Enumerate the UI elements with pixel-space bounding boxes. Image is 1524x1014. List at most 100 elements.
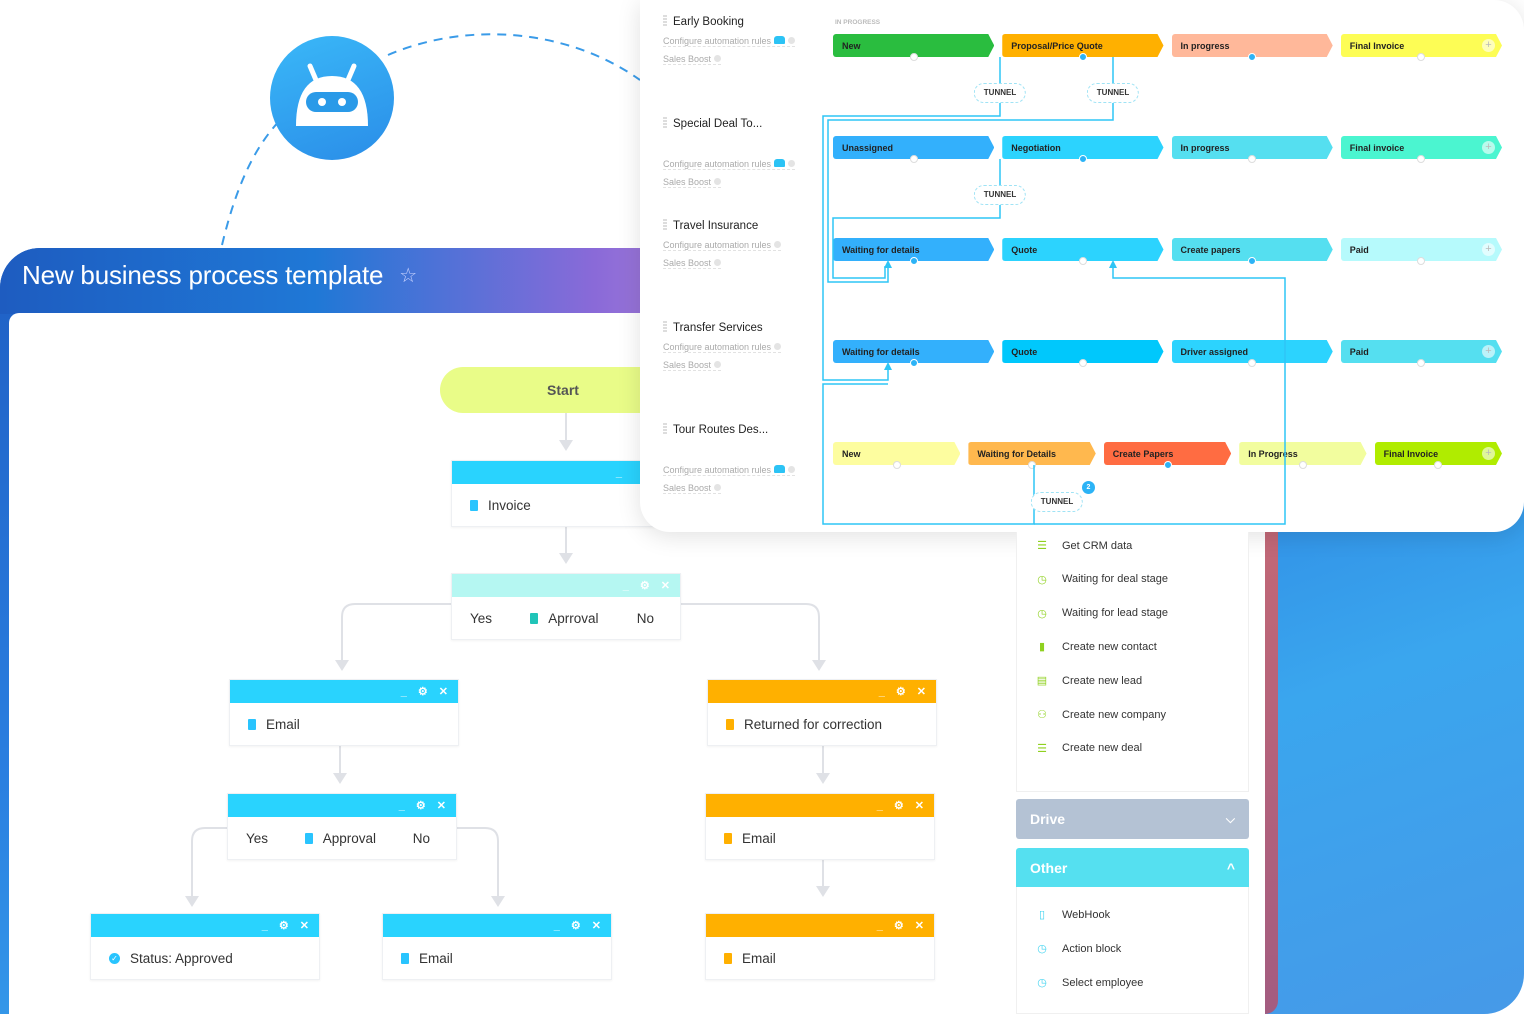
crm-action-item[interactable]: ◷ Waiting for deal stage (1036, 573, 1168, 586)
pipeline-stage[interactable]: Proposal/Price Quote (1002, 34, 1163, 57)
help-icon[interactable] (714, 484, 722, 491)
stage-connector-dot[interactable] (1248, 53, 1257, 61)
pipeline-stage[interactable]: In progress (1172, 136, 1333, 159)
stage-connector-dot[interactable] (1417, 53, 1426, 61)
drag-handle-icon[interactable] (663, 117, 667, 128)
pipeline-stage[interactable]: New (833, 34, 994, 57)
stage-connector-dot[interactable] (1417, 359, 1426, 367)
stage-connector-dot[interactable] (909, 257, 918, 265)
help-icon[interactable] (714, 361, 722, 368)
email-node[interactable]: _ ⚙ ✕ Email (229, 679, 459, 746)
sales-boost-link[interactable]: Sales Boost (663, 483, 722, 494)
automation-rules-link[interactable]: Configure automation rules (663, 342, 782, 353)
minimize-icon[interactable]: _ (261, 919, 268, 932)
tunnel-label[interactable]: TUNNEL (1086, 83, 1140, 103)
crm-action-item[interactable]: ◷ Waiting for lead stage (1036, 607, 1168, 620)
close-icon[interactable]: ✕ (591, 920, 601, 932)
drag-handle-icon[interactable] (663, 321, 667, 332)
other-action-item[interactable]: ◷ Select employee (1036, 976, 1143, 990)
close-icon[interactable]: ✕ (914, 800, 924, 812)
help-icon[interactable] (788, 37, 796, 44)
crm-action-item[interactable]: ▤ Create new lead (1036, 674, 1142, 688)
close-icon[interactable]: ✕ (660, 580, 670, 592)
stage-connector-dot[interactable] (1078, 257, 1087, 265)
minimize-icon[interactable]: _ (553, 919, 560, 932)
tunnel-label[interactable]: TUNNEL (973, 83, 1027, 103)
pipeline-stage[interactable]: Paid (1341, 238, 1502, 261)
other-section-header[interactable]: Other ^ (1016, 848, 1249, 888)
stage-connector-dot[interactable] (1028, 461, 1037, 469)
approval-node[interactable]: _ ⚙ ✕ Yes Aprroval No (451, 573, 681, 640)
star-outline-icon[interactable]: ☆ (399, 265, 418, 287)
close-icon[interactable]: ✕ (438, 686, 448, 698)
pipeline-name[interactable]: Early Booking (663, 15, 744, 28)
gear-icon[interactable]: ⚙ (570, 920, 581, 932)
approval-node[interactable]: _ ⚙ ✕ Yes Approval No (227, 793, 457, 860)
minimize-icon[interactable]: _ (398, 799, 405, 812)
stage-connector-dot[interactable] (1434, 461, 1443, 469)
drag-handle-icon[interactable] (663, 423, 667, 434)
stage-connector-dot[interactable] (1417, 257, 1426, 265)
sales-boost-link[interactable]: Sales Boost (663, 360, 722, 371)
automation-rules-link[interactable]: Configure automation rules (663, 36, 796, 47)
stage-connector-dot[interactable] (1248, 257, 1257, 265)
pipeline-name[interactable]: Special Deal To... (663, 117, 762, 130)
status-node[interactable]: _ ⚙ ✕ ✓ Status: Approved (90, 913, 320, 980)
returned-node[interactable]: _ ⚙ ✕ Returned for correction (707, 679, 937, 746)
tunnel-label[interactable]: TUNNEL (973, 185, 1027, 205)
email-node[interactable]: _ ⚙ ✕ Email (705, 793, 935, 860)
add-stage-icon[interactable]: + (1482, 39, 1495, 52)
stage-connector-dot[interactable] (892, 461, 901, 469)
automation-rules-link[interactable]: Configure automation rules (663, 159, 796, 170)
drag-handle-icon[interactable] (663, 15, 667, 26)
sales-boost-link[interactable]: Sales Boost (663, 258, 722, 269)
help-icon[interactable] (788, 466, 796, 473)
pipeline-name[interactable]: Tour Routes Des... (663, 423, 768, 436)
minimize-icon[interactable]: _ (876, 799, 883, 812)
crm-action-item[interactable]: ☰ Get CRM data (1036, 539, 1132, 553)
stage-connector-dot[interactable] (909, 53, 918, 61)
pipeline-stage[interactable]: Final Invoice (1375, 442, 1502, 465)
sales-boost-link[interactable]: Sales Boost (663, 54, 722, 65)
gear-icon[interactable]: ⚙ (893, 800, 904, 812)
gear-icon[interactable]: ⚙ (895, 686, 906, 698)
stage-connector-dot[interactable] (1078, 359, 1087, 367)
minimize-icon[interactable]: _ (622, 579, 629, 592)
pipeline-stage[interactable]: Paid (1341, 340, 1502, 363)
stage-connector-dot[interactable] (909, 359, 918, 367)
help-icon[interactable] (714, 55, 722, 62)
stage-connector-dot[interactable] (909, 155, 918, 163)
stage-connector-dot[interactable] (1248, 155, 1257, 163)
email-node[interactable]: _ ⚙ ✕ Email (382, 913, 612, 980)
gear-icon[interactable]: ⚙ (417, 686, 428, 698)
help-icon[interactable] (774, 343, 782, 350)
minimize-icon[interactable]: _ (400, 685, 407, 698)
close-icon[interactable]: ✕ (299, 920, 309, 932)
crm-action-item[interactable]: ⚇ Create new company (1036, 708, 1166, 722)
gear-icon[interactable]: ⚙ (278, 920, 289, 932)
stage-connector-dot[interactable] (1078, 155, 1087, 163)
gear-icon[interactable]: ⚙ (639, 580, 650, 592)
gear-icon[interactable]: ⚙ (893, 920, 904, 932)
gear-icon[interactable]: ⚙ (415, 800, 426, 812)
other-action-item[interactable]: ◷ Action block (1036, 942, 1121, 956)
pipeline-name[interactable]: Transfer Services (663, 321, 763, 334)
help-icon[interactable] (714, 259, 722, 266)
other-action-item[interactable]: ▯ WebHook (1036, 908, 1110, 922)
minimize-icon[interactable]: _ (876, 919, 883, 932)
stage-connector-dot[interactable] (1248, 359, 1257, 367)
tunnel-label[interactable]: TUNNEL (1030, 492, 1084, 512)
stage-connector-dot[interactable] (1417, 155, 1426, 163)
stage-connector-dot[interactable] (1078, 53, 1087, 61)
add-stage-icon[interactable]: + (1482, 447, 1495, 460)
email-node[interactable]: _ ⚙ ✕ Email (705, 913, 935, 980)
minimize-icon[interactable]: _ (878, 685, 885, 698)
pipeline-stage[interactable]: In progress (1172, 34, 1333, 57)
minimize-icon[interactable]: _ (615, 466, 622, 479)
pipeline-stage[interactable]: Final invoice (1341, 136, 1502, 159)
pipeline-stage[interactable]: Final Invoice (1341, 34, 1502, 57)
add-stage-icon[interactable]: + (1482, 345, 1495, 358)
help-icon[interactable] (774, 241, 782, 248)
add-stage-icon[interactable]: + (1482, 141, 1495, 154)
pipeline-name[interactable]: Travel Insurance (663, 219, 758, 232)
